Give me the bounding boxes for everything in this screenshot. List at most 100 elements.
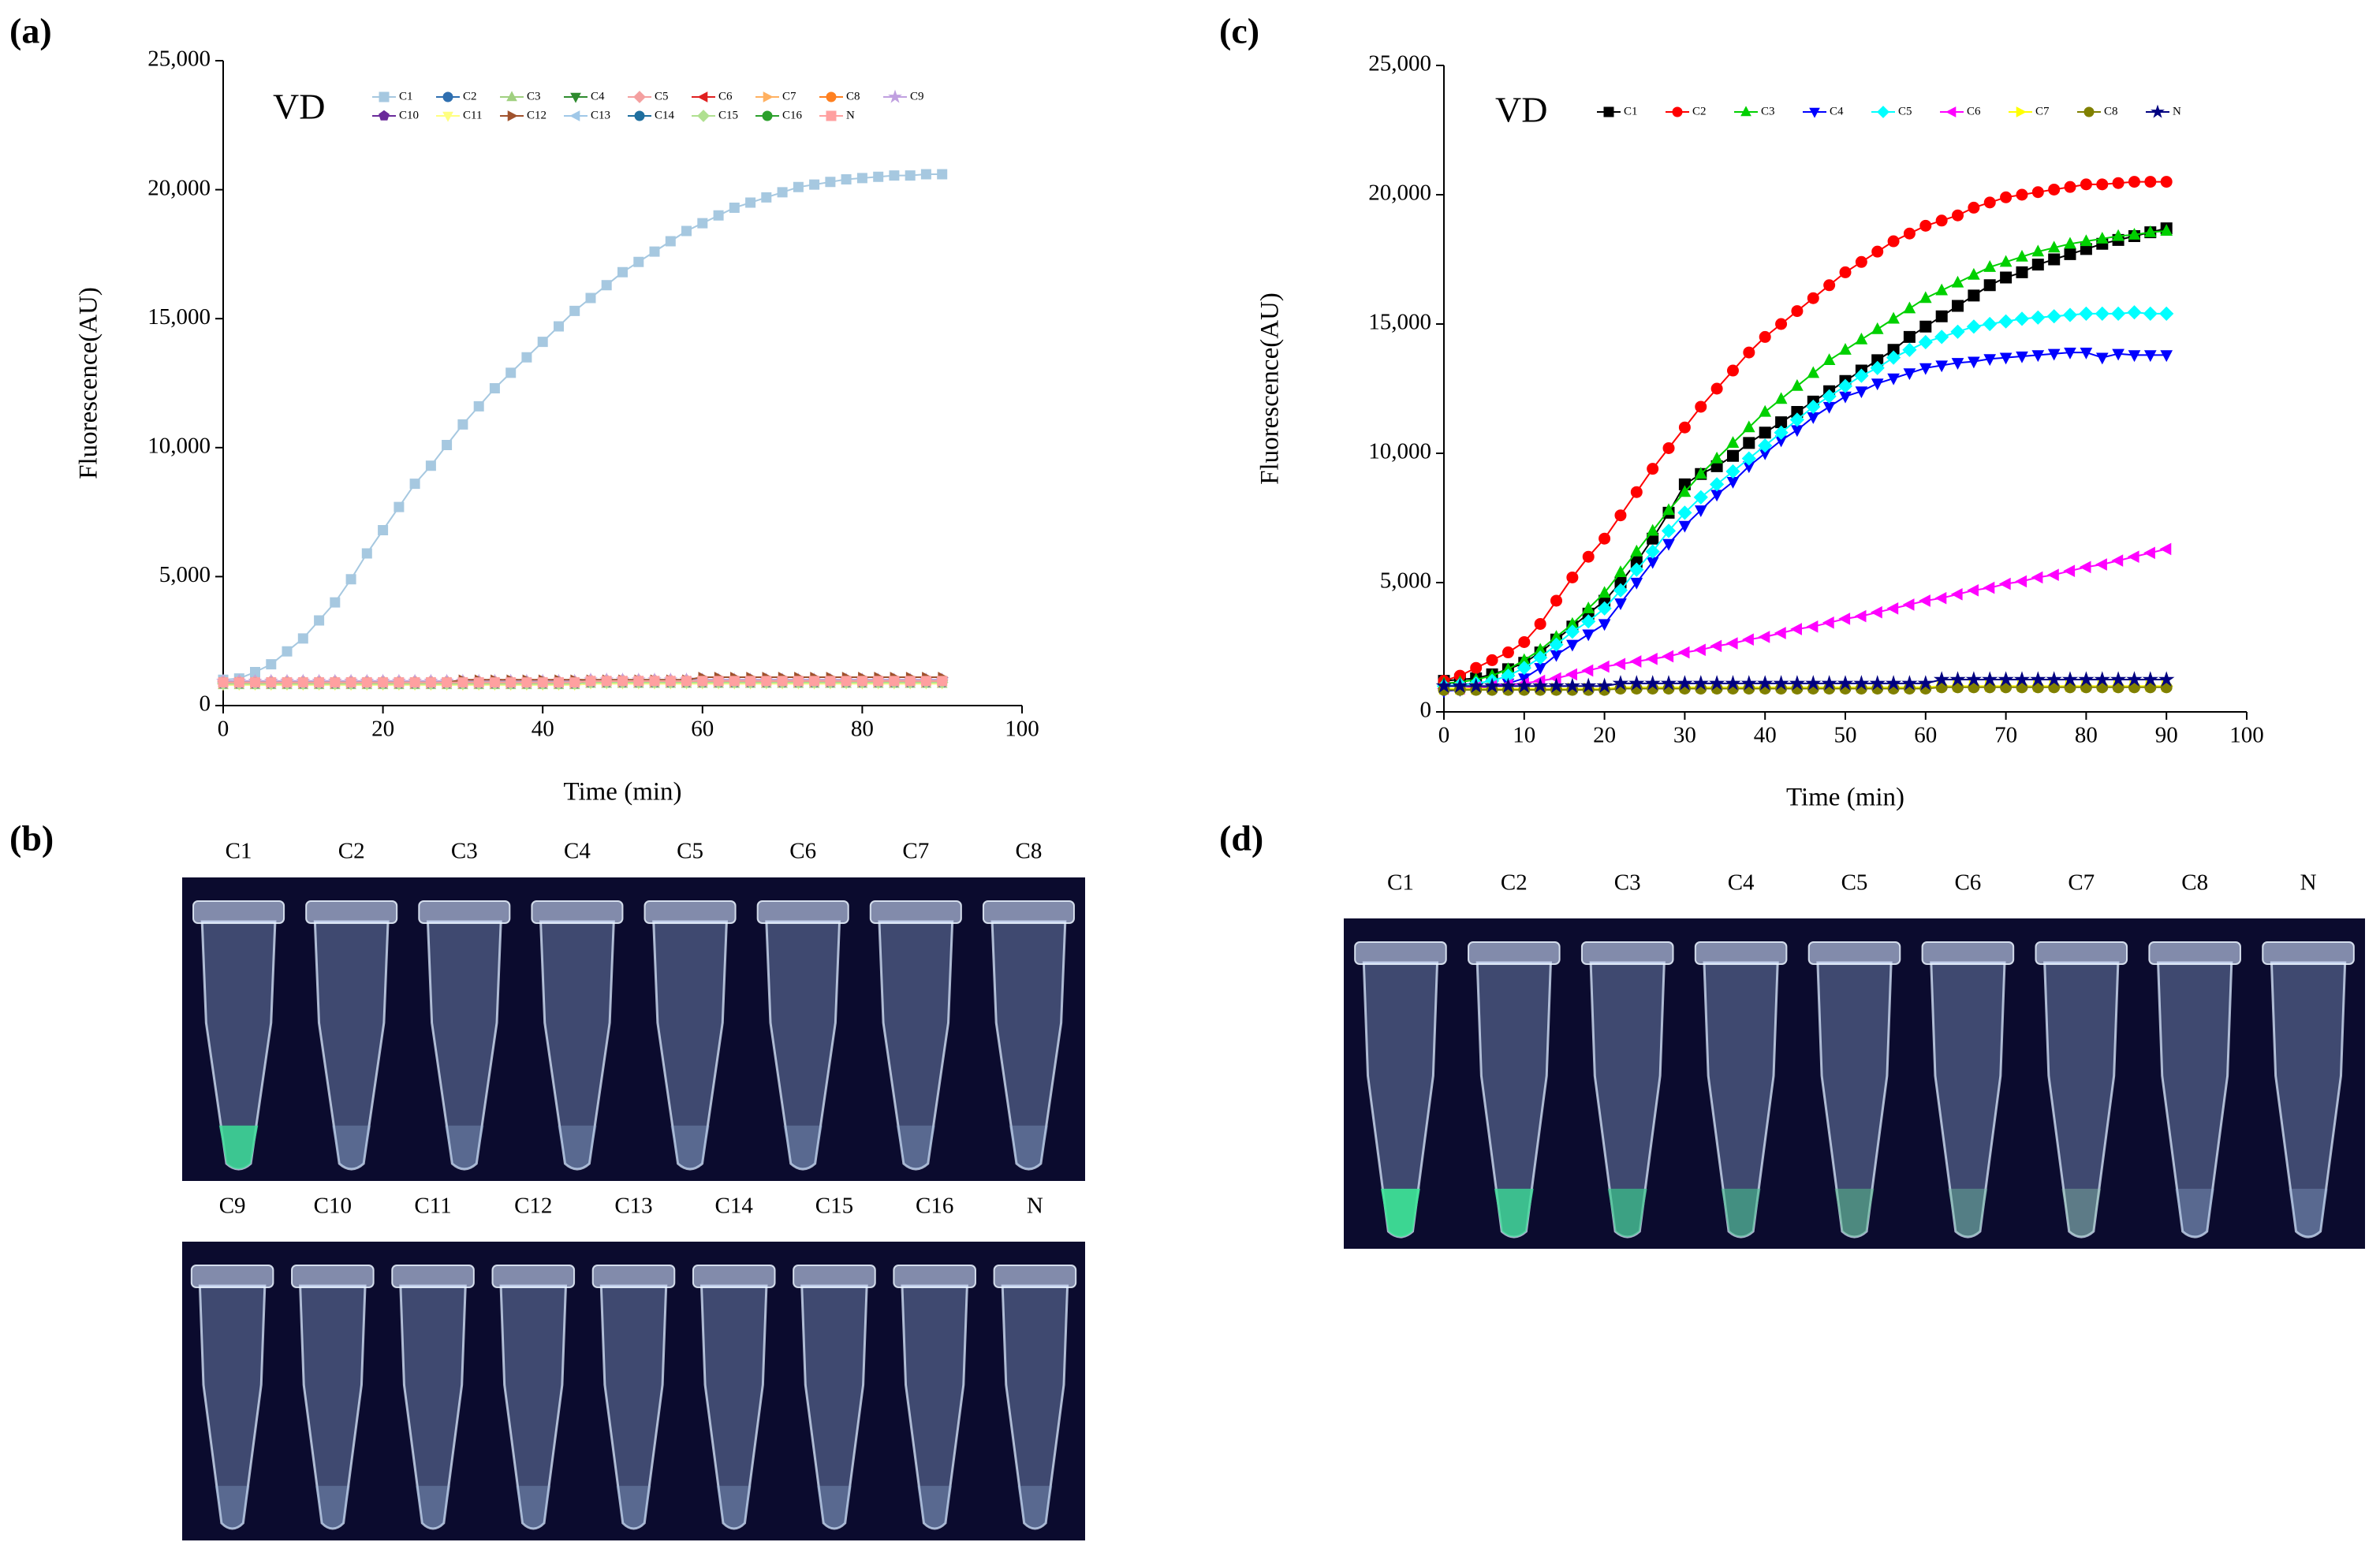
tube-cap: [1580, 941, 1674, 965]
data-point: [856, 676, 867, 687]
data-point: [1983, 279, 1996, 292]
legend-label: C2: [1692, 105, 1707, 117]
tube-label: C11: [414, 1194, 451, 1219]
data-point: [1998, 577, 2011, 590]
data-point: [2046, 568, 2059, 582]
tube-cap: [305, 900, 398, 924]
tube-body: [299, 1284, 367, 1530]
data-point: [1919, 594, 1930, 607]
data-point: [761, 676, 772, 687]
data-point: [2128, 350, 2141, 363]
data-point: [1662, 538, 1675, 551]
data-point: [1597, 660, 1610, 673]
data-point: [1630, 544, 1643, 557]
data-point: [1468, 677, 1484, 693]
data-point: [2143, 350, 2157, 363]
data-point: [1887, 373, 1900, 386]
tube-fluid: [214, 1485, 250, 1529]
data-point: [2096, 178, 2109, 191]
data-point: [1870, 605, 1882, 619]
data-point: [1983, 581, 1995, 594]
data-point: [1968, 356, 1980, 369]
data-point: [2079, 561, 2091, 574]
x-tick-label: 40: [532, 717, 554, 742]
data-point: [554, 321, 564, 332]
data-point: [409, 479, 420, 490]
photo: [182, 877, 1085, 1181]
legend-label: C4: [1830, 105, 1844, 117]
data-point: [1774, 392, 1788, 404]
tube-fluid: [2061, 1188, 2102, 1237]
tube-cap: [869, 900, 962, 924]
x-tick-label: 70: [1994, 723, 2017, 748]
data-point: [1854, 609, 1867, 623]
legend-marker: [826, 91, 837, 102]
tube-body: [599, 1284, 668, 1530]
data-point: [1807, 292, 1819, 304]
data-point: [2095, 352, 2109, 365]
data-point: [1887, 311, 1900, 324]
data-point: [1885, 675, 1902, 691]
data-point: [1968, 201, 1980, 214]
data-point: [1725, 675, 1741, 691]
tube-fluid: [1607, 1188, 1647, 1237]
y-tick-label: 20,000: [147, 175, 211, 200]
x-tick-label: 100: [2229, 723, 2264, 748]
y-tick-label: 0: [200, 691, 211, 717]
tube-fluid: [331, 1125, 371, 1169]
data-point: [218, 677, 229, 688]
x-tick-label: 80: [851, 717, 874, 742]
data-point: [2061, 671, 2079, 687]
tube-label: C14: [715, 1194, 754, 1219]
data-point: [1791, 425, 1804, 438]
tube-label: C13: [614, 1194, 652, 1219]
data-point: [2031, 571, 2043, 584]
data-point: [1709, 477, 1725, 492]
data-point: [633, 676, 644, 687]
data-point: [1871, 354, 1884, 367]
data-point: [1452, 677, 1468, 693]
data-point: [394, 677, 405, 688]
x-tick-label: 10: [1513, 723, 1535, 748]
data-point: [729, 676, 740, 687]
data-point: [1630, 577, 1643, 590]
data-point: [2095, 558, 2107, 571]
data-point: [1773, 675, 1789, 691]
tube-fluid: [1948, 1188, 1988, 1237]
data-point: [1950, 324, 1965, 339]
data-point: [489, 677, 500, 688]
tube-body: [901, 1284, 968, 1530]
data-point: [505, 677, 517, 688]
data-point: [1759, 330, 1771, 343]
tube-label: N: [2300, 870, 2317, 896]
data-point: [554, 677, 564, 688]
tube-fluid: [1009, 1125, 1049, 1169]
tube-body: [539, 920, 615, 1171]
data-point: [1677, 646, 1690, 659]
data-point: [1919, 291, 1932, 304]
tube-label: C4: [564, 839, 591, 864]
data-point: [777, 676, 788, 687]
data-point: [1470, 661, 1483, 674]
legend-marker: [826, 110, 837, 121]
data-point: [2064, 348, 2076, 359]
tube-body: [878, 920, 954, 1171]
series-line: [1444, 685, 2167, 690]
tube-cap: [756, 900, 849, 924]
data-point: [1660, 675, 1677, 691]
data-point: [1839, 266, 1852, 278]
x-axis-label: Time (min): [563, 778, 681, 806]
data-point: [617, 676, 628, 687]
data-point: [1516, 661, 1531, 676]
data-point: [1869, 675, 1886, 691]
data-point: [713, 210, 724, 221]
data-point: [1740, 675, 1758, 691]
data-point: [2144, 176, 2157, 188]
data-point: [1935, 360, 1949, 373]
data-point: [1534, 663, 1547, 675]
data-point: [1805, 675, 1822, 691]
series-line: [1443, 181, 2167, 682]
x-axis-label: Time (min): [1786, 784, 1904, 812]
tube-fluid: [416, 1485, 451, 1529]
